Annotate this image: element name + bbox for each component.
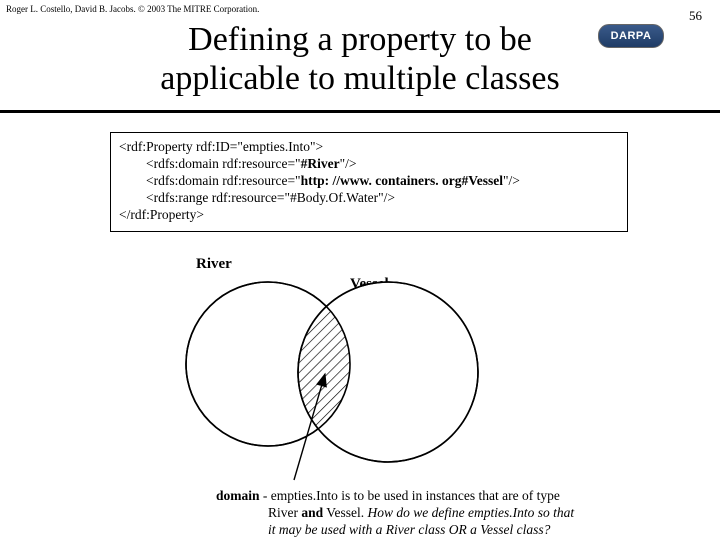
venn-diagram — [150, 254, 570, 474]
slide-title: Defining a property to be applicable to … — [0, 20, 720, 98]
caption-l2b: Vessel. — [323, 505, 367, 520]
caption-l2-ital: How do we define empties.Into so that — [368, 505, 575, 520]
code-l2-pre: <rdfs:domain rdf:resource=" — [119, 156, 301, 171]
code-l3-pre: <rdfs:domain rdf:resource=" — [119, 173, 301, 188]
caption-l3-ital: it may be used with a River class OR a V… — [268, 522, 550, 537]
caption-lead: domain — [216, 488, 260, 503]
code-l3-post: "/> — [503, 173, 520, 188]
title-line-2: applicable to multiple classes — [160, 60, 559, 97]
code-l4: <rdfs:range rdf:resource="#Body.Of.Water… — [119, 190, 395, 205]
caption-rest1: - empties.Into is to be used in instance… — [260, 488, 560, 503]
copyright-line: Roger L. Costello, David B. Jacobs. © 20… — [6, 4, 259, 14]
title-line-1: Defining a property to be — [188, 21, 532, 58]
code-l2-post: "/> — [340, 156, 357, 171]
title-underline — [0, 110, 720, 113]
code-l2-bold: #River — [301, 156, 340, 171]
rdf-code-box: <rdf:Property rdf:ID="empties.Into"> <rd… — [110, 132, 628, 232]
code-l1: <rdf:Property rdf:ID="empties.Into"> — [119, 139, 323, 154]
code-l3-bold: http: //www. containers. org#Vessel — [301, 173, 503, 188]
code-l5: </rdf:Property> — [119, 207, 204, 222]
domain-caption: domain - empties.Into is to be used in i… — [216, 488, 656, 539]
caption-l2a: River — [268, 505, 301, 520]
caption-l2-bold: and — [301, 505, 323, 520]
